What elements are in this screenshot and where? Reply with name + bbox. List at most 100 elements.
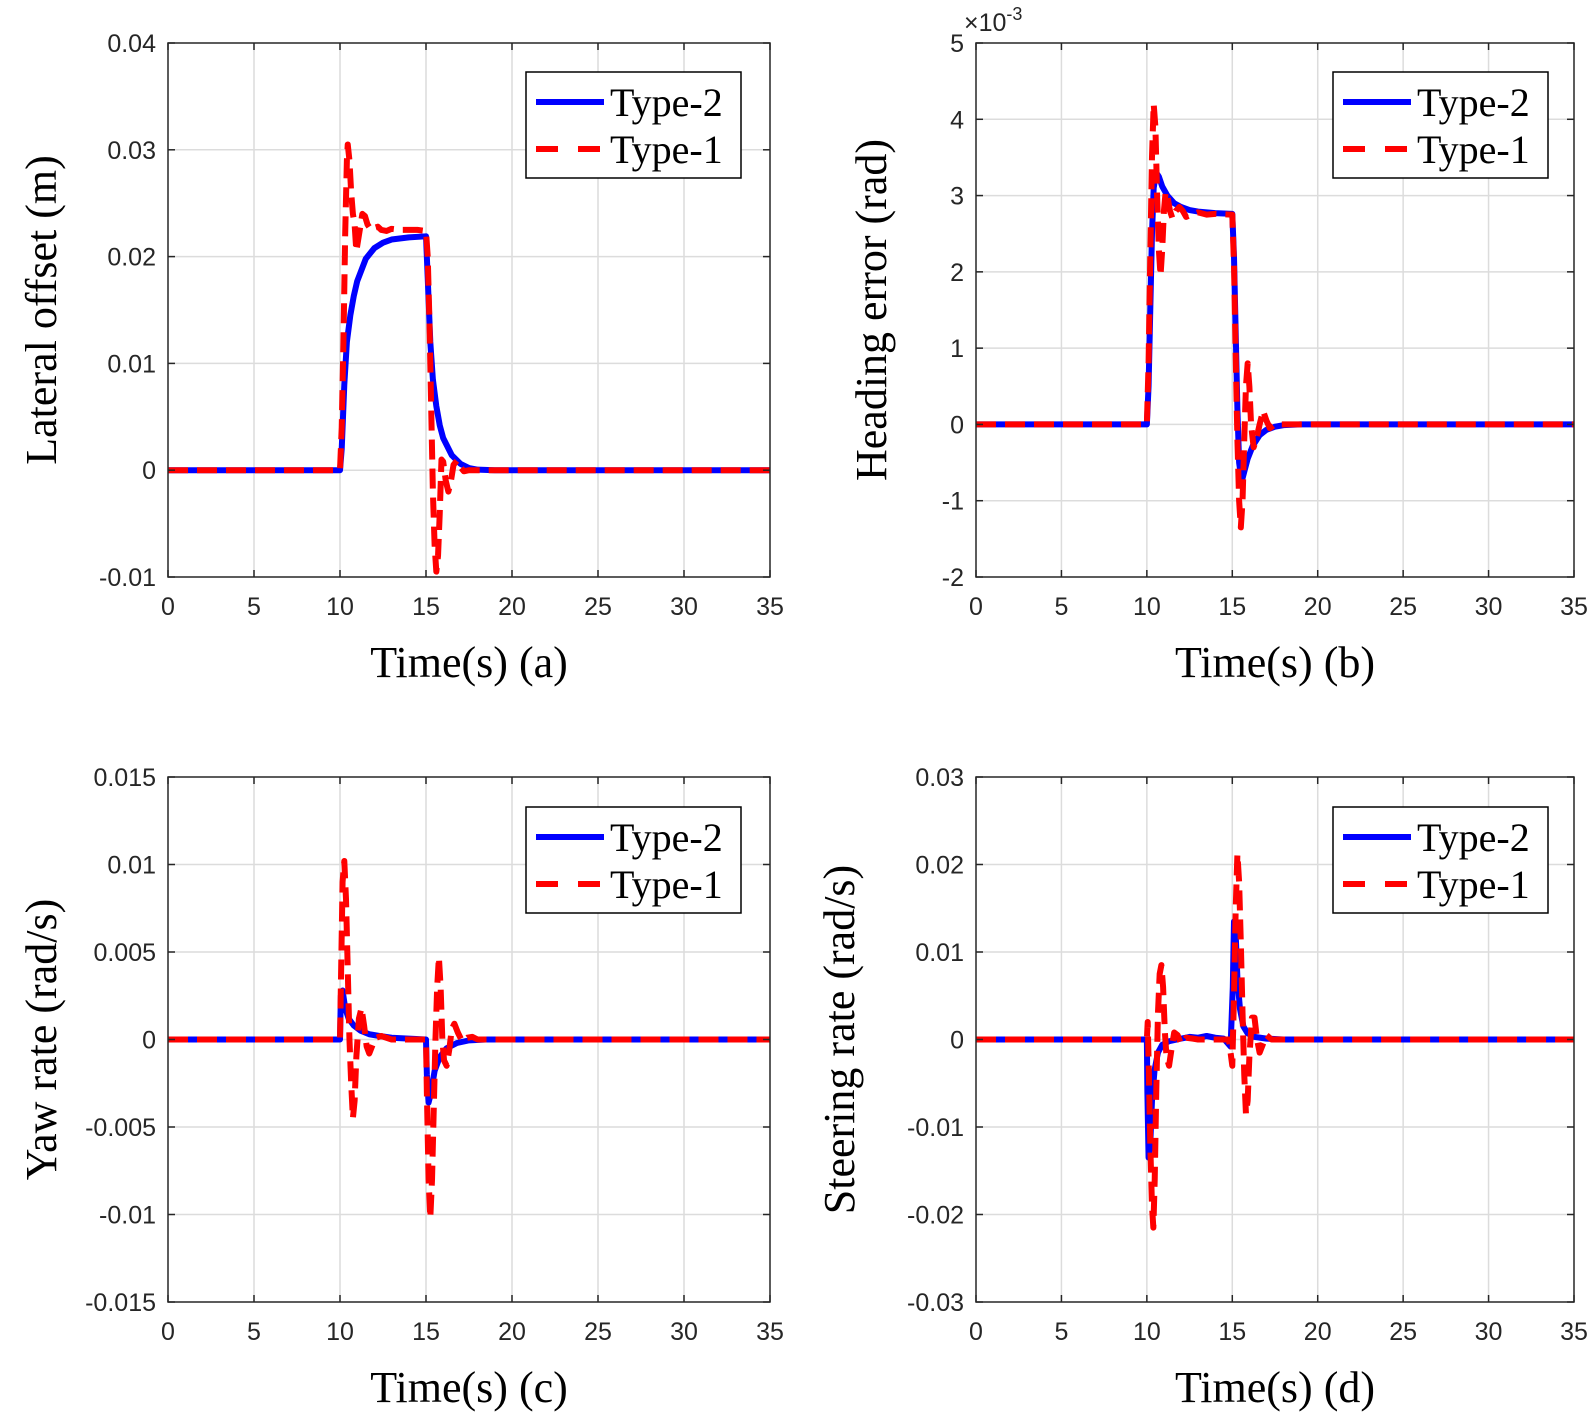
y-axis: -0.01 0 0.01 0.02 0.03 0.04: [99, 30, 770, 592]
y-tick-label: 0: [142, 457, 156, 485]
series-group: [168, 858, 770, 1221]
y-tick-label: 3: [950, 183, 964, 211]
legend-label-type-2: Type-2: [1417, 80, 1530, 125]
legend-label-type-2: Type-2: [610, 80, 723, 125]
y-tick-label: -2: [942, 564, 964, 592]
x-tick-label: 5: [1054, 1318, 1068, 1346]
legend-label-type-2: Type-2: [610, 815, 723, 860]
series-group: [168, 141, 770, 575]
legend-label-type-1: Type-1: [610, 862, 723, 907]
x-axis: 0 5 10 15 20 25 30 35: [969, 777, 1588, 1346]
legend-label-type-1: Type-1: [1417, 862, 1530, 907]
series-line-type-1: [168, 858, 770, 1221]
x-tick-label: 25: [584, 1318, 612, 1346]
x-tick-label: 30: [1475, 1318, 1503, 1346]
x-tick-label: 35: [1560, 593, 1588, 621]
y-tick-label: 4: [950, 106, 964, 134]
x-tick-label: 30: [1475, 593, 1503, 621]
legend-box: [525, 806, 742, 914]
x-tick-label: 25: [1389, 1318, 1417, 1346]
x-tick-label: 0: [969, 593, 983, 621]
y-tick-label: 0.03: [107, 137, 156, 165]
y-tick-label: -0.01: [907, 1114, 964, 1142]
series-group: [976, 101, 1574, 531]
y-tick-label: 0: [142, 1027, 156, 1055]
subplot-d: 0 5 10 15 20 25 30 35 -0.03 -0.02 -0.01 0 0.01 0.02 0.…: [815, 764, 1588, 1412]
series-line-type-2: [976, 169, 1574, 485]
y-tick-label: -0.015: [85, 1289, 156, 1317]
y-exponent-sup: -3: [1006, 4, 1022, 24]
x-tick-label: 35: [756, 593, 784, 621]
y-tick-label: 0.005: [93, 939, 156, 967]
x-tick-label: 30: [670, 1318, 698, 1346]
x-tick-label: 35: [756, 1318, 784, 1346]
y-tick-label: 0.04: [107, 30, 156, 58]
y-tick-label: 0: [950, 411, 964, 439]
y-tick-label: 0.01: [107, 852, 156, 880]
y-axis-title: Heading error (rad): [847, 139, 896, 481]
y-tick-label: 0.02: [915, 852, 964, 880]
x-tick-label: 25: [584, 593, 612, 621]
subplot-a: 0 5 10 15 20 25 30 35-0.0100.010.020.030.04Time…: [17, 30, 784, 687]
legend-box: [525, 71, 742, 179]
series-line-type-1: [976, 101, 1574, 531]
y-tick-label: -0.005: [85, 1114, 156, 1142]
x-tick-label: 5: [1054, 593, 1068, 621]
y-tick-label: 5: [950, 30, 964, 58]
axes-box: [975, 42, 1575, 578]
y-tick-label: 0.01: [107, 350, 156, 378]
y-tick-label: -0.02: [907, 1202, 964, 1230]
x-tick-label: 10: [1133, 1318, 1161, 1346]
legend-box: [1332, 71, 1549, 179]
x-tick-label: 20: [498, 1318, 526, 1346]
x-axis: 0 5 10 15 20 25 30 35: [161, 777, 784, 1346]
x-axis: 0 5 10 15 20 25 30 35: [969, 43, 1588, 621]
y-tick-label: -0.01: [99, 564, 156, 592]
y-tick-label: 0.01: [915, 939, 964, 967]
y-tick-label: 0: [950, 1027, 964, 1055]
x-tick-label: 15: [1218, 593, 1246, 621]
x-tick-label: 10: [326, 1318, 354, 1346]
y-axis-title: Steering rate (rad/s): [815, 865, 864, 1214]
y-tick-label: 1: [950, 335, 964, 363]
series-line-type-2: [976, 918, 1574, 1161]
x-axis-title: Time(s) (c): [370, 1363, 568, 1412]
legend-box: [1332, 806, 1549, 914]
x-axis: 0 5 10 15 20 25 30 35: [161, 43, 784, 621]
y-axis-title: Lateral offset (m): [17, 155, 66, 464]
x-tick-label: 30: [670, 593, 698, 621]
series-line-type-2: [168, 233, 770, 474]
x-tick-label: 0: [161, 593, 175, 621]
y-tick-label: 0.03: [915, 764, 964, 792]
y-tick-label: -0.03: [907, 1289, 964, 1317]
y-tick-label: -1: [942, 488, 964, 516]
x-tick-label: 20: [498, 593, 526, 621]
y-exponent-label: ×10-3: [964, 4, 1022, 37]
legend-label-type-1: Type-1: [610, 127, 723, 172]
y-tick-label: -0.01: [99, 1202, 156, 1230]
x-tick-label: 5: [247, 593, 261, 621]
axes-box: [167, 42, 771, 578]
x-axis-title: Time(s) (d): [1175, 1363, 1375, 1412]
subplot-c: 0 5 10 15 20 25 30 35 -0.015 -0.01 -0.005 0 0.005 0.0…: [17, 764, 784, 1412]
series-line-type-1: [168, 141, 770, 575]
y-tick-label: 0.015: [93, 764, 156, 792]
x-tick-label: 10: [326, 593, 354, 621]
x-axis-title: Time(s) (a): [370, 638, 568, 687]
legend-label-type-2: Type-2: [1417, 815, 1530, 860]
y-tick-label: 2: [950, 259, 964, 287]
x-tick-label: 20: [1304, 593, 1332, 621]
y-axis: -0.03 -0.02 -0.01 0 0.01 0.02 0.03: [907, 764, 1574, 1317]
x-tick-label: 5: [247, 1318, 261, 1346]
x-tick-label: 20: [1304, 1318, 1332, 1346]
series-line-type-1: [976, 851, 1574, 1231]
y-axis-title: Yaw rate (rad/s): [17, 899, 66, 1180]
y-axis: -2 -1 0 1 2 3 4 5: [942, 30, 1574, 592]
series-group: [976, 851, 1574, 1231]
